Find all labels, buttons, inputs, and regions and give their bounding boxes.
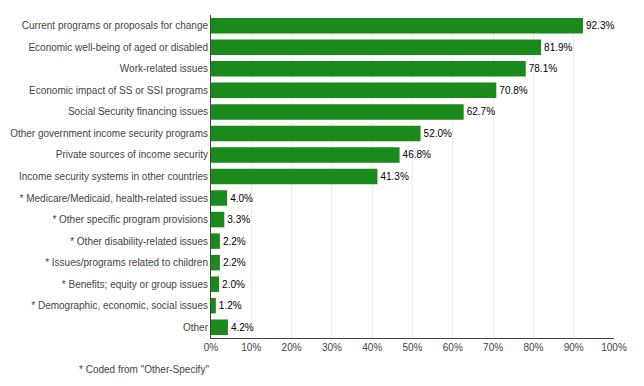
svg-text:* Medicare/Medicaid, health-re: * Medicare/Medicaid, health-related issu…	[20, 193, 208, 204]
svg-text:* Demographic, economic, socia: * Demographic, economic, social issues	[31, 300, 208, 311]
svg-text:2.0%: 2.0%	[222, 279, 245, 290]
svg-text:Other government income securi: Other government income security program…	[10, 128, 208, 139]
svg-text:50%: 50%	[402, 342, 422, 353]
svg-text:30%: 30%	[322, 342, 342, 353]
svg-text:3.3%: 3.3%	[227, 214, 250, 225]
svg-text:* Benefits; equity or group is: * Benefits; equity or group issues	[62, 279, 208, 290]
svg-text:0%: 0%	[204, 342, 219, 353]
svg-text:62.7%: 62.7%	[467, 106, 495, 117]
svg-text:1.2%: 1.2%	[219, 300, 242, 311]
svg-text:90%: 90%	[564, 342, 584, 353]
svg-text:41.3%: 41.3%	[380, 171, 408, 182]
svg-text:100%: 100%	[601, 342, 627, 353]
svg-text:Current programs or proposals: Current programs or proposals for change	[22, 20, 209, 31]
svg-text:Social Security financing issu: Social Security financing issues	[68, 106, 208, 117]
svg-text:* Other specific program provi: * Other specific program provisions	[52, 214, 208, 225]
svg-text:* Issues/programs related to c: * Issues/programs related to children	[45, 257, 208, 268]
svg-text:70.8%: 70.8%	[499, 85, 527, 96]
svg-text:78.1%: 78.1%	[529, 63, 557, 74]
svg-text:60%: 60%	[443, 342, 463, 353]
svg-text:52.0%: 52.0%	[424, 128, 452, 139]
svg-text:40%: 40%	[362, 342, 382, 353]
svg-text:10%: 10%	[241, 342, 261, 353]
svg-text:4.2%: 4.2%	[231, 322, 254, 333]
svg-text:Economic impact of SS or SSI p: Economic impact of SS or SSI programs	[29, 85, 208, 96]
svg-text:Economic well-being of aged or: Economic well-being of aged or disabled	[28, 42, 208, 53]
svg-text:2.2%: 2.2%	[223, 257, 246, 268]
svg-text:20%: 20%	[282, 342, 302, 353]
svg-text:4.0%: 4.0%	[230, 193, 253, 204]
svg-text:Other: Other	[183, 322, 209, 333]
svg-text:* Other disability-related iss: * Other disability-related issues	[70, 236, 208, 247]
svg-text:* Coded from "Other-Specify": * Coded from "Other-Specify"	[79, 364, 209, 375]
svg-text:Private sources of income secu: Private sources of income security	[56, 149, 208, 160]
svg-text:2.2%: 2.2%	[223, 236, 246, 247]
svg-text:80%: 80%	[523, 342, 543, 353]
svg-text:Work-related issues: Work-related issues	[120, 63, 208, 74]
svg-text:46.8%: 46.8%	[403, 149, 431, 160]
svg-text:Income security systems in oth: Income security systems in other countri…	[19, 171, 208, 182]
svg-text:70%: 70%	[483, 342, 503, 353]
svg-text:92.3%: 92.3%	[586, 20, 614, 31]
svg-text:81.9%: 81.9%	[544, 42, 572, 53]
